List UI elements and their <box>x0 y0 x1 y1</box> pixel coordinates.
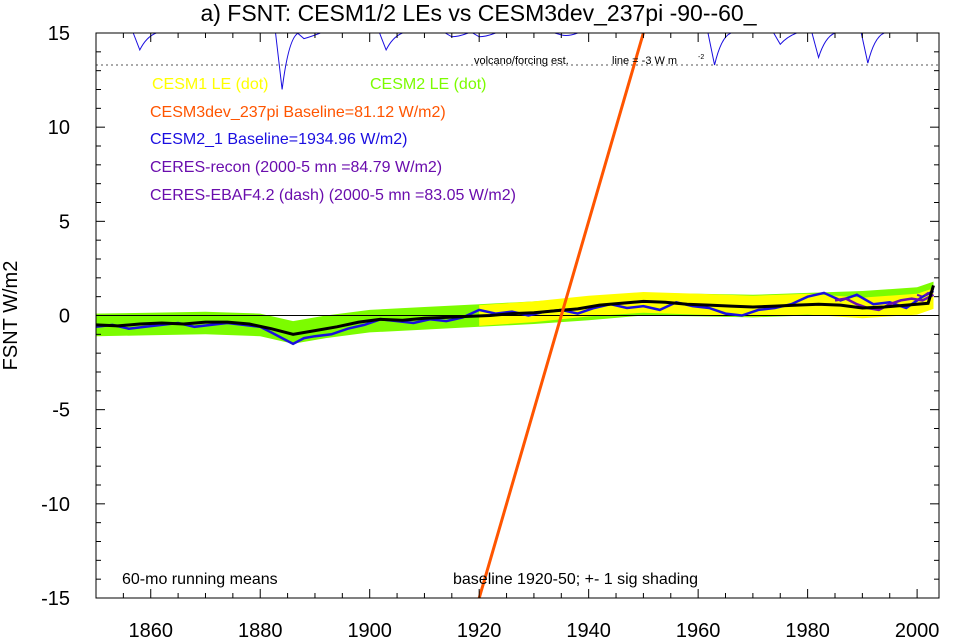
legend-cesm2-1: CESM2_1 Baseline=1934.96 W/m2) <box>150 131 407 148</box>
cesm3dev-line <box>477 33 645 598</box>
y-tick-label: -10 <box>41 494 70 516</box>
y-tick-label: -15 <box>41 588 70 610</box>
plot-area <box>96 33 939 598</box>
x-tick-label: 2000 <box>895 620 940 641</box>
axis-ticks <box>95 32 939 599</box>
x-tick-label: 1960 <box>676 620 721 641</box>
ceres-ebaf-line <box>916 288 935 298</box>
line-note-superscript: -2 <box>698 54 704 61</box>
x-tick-label: 1860 <box>128 620 173 641</box>
y-tick-label: 0 <box>59 306 70 328</box>
ensemble-mean-line <box>96 284 935 336</box>
legend-cesm2: CESM2 LE (dot) <box>370 76 486 93</box>
y-tick-label: -5 <box>52 400 70 422</box>
baseline-annotation: baseline 1920-50; +- 1 sig shading <box>453 571 698 588</box>
legend-ceres-ebaf: CERES-EBAF4.2 (dash) (2000-5 mn =83.05 W… <box>150 187 516 204</box>
y-tick-label: 5 <box>59 211 70 233</box>
chart-title: a) FSNT: CESM1/2 LEs vs CESM3dev_237pi -… <box>200 0 757 26</box>
x-tick-label: 1940 <box>566 620 611 641</box>
legend-ceres-recon: CERES-recon (2000-5 mn =84.79 W/m2) <box>150 159 442 176</box>
x-tick-label: 1980 <box>785 620 830 641</box>
y-tick-label: 10 <box>48 117 70 139</box>
x-tick-label: 1900 <box>347 620 392 641</box>
y-tick-label: 15 <box>48 23 70 45</box>
line-note-annotation: line = -3 W m <box>612 55 677 67</box>
legend-cesm1: CESM1 LE (dot) <box>152 76 268 93</box>
volcano-annotation: volcano/forcing est. <box>474 55 569 67</box>
running-means-annotation: 60-mo running means <box>122 571 278 588</box>
volcano-forcing-line <box>96 33 939 90</box>
x-tick-label: 1880 <box>238 620 283 641</box>
y-axis-label: FSNT W/m2 <box>0 261 22 371</box>
x-tick-label: 1920 <box>457 620 502 641</box>
legend-cesm3dev: CESM3dev_237pi Baseline=81.12 W/m2) <box>150 104 446 121</box>
